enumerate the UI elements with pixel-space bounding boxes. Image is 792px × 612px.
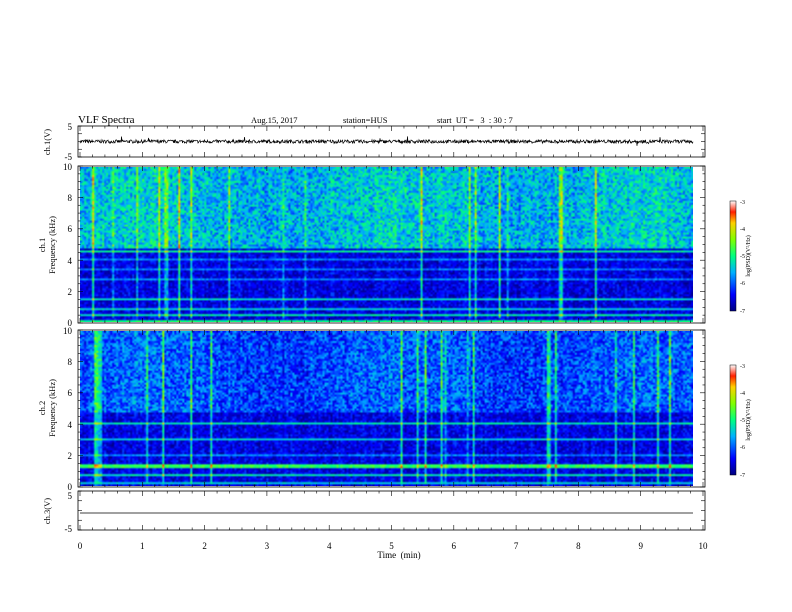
ch3-waveform-panel: 5 -5 ch.3(V) [42, 490, 706, 534]
s1-cb-tick-3: -3 [740, 200, 745, 206]
ch2-spectrogram-image [80, 331, 693, 486]
xtick-5: 5 [389, 541, 394, 551]
axis-tick-marks [78, 125, 705, 531]
ch3-ytick-top: 5 [68, 491, 73, 501]
date-label: Aug.15, 2017 [251, 115, 298, 125]
s1-ytick-0: 0 [68, 318, 73, 328]
ch1-ytick-top: 5 [68, 122, 73, 132]
s2-ytick-0: 0 [68, 482, 73, 492]
ch1-spectrogram-panel: 0 2 4 6 8 10 ch.1 Frequency (kHz) -3 -4 … [37, 162, 752, 328]
xtick-9: 9 [638, 541, 643, 551]
s1-cb-tick-7: -7 [740, 309, 745, 315]
station-label: station=HUS [343, 115, 388, 125]
s2-cb-tick-7: -7 [740, 473, 745, 479]
x-axis-tick-labels: 0 1 2 3 4 5 6 7 8 9 10 [78, 541, 708, 551]
xtick-3: 3 [265, 541, 270, 551]
ch2-spectrogram-panel: 0 2 4 6 8 10 ch.2 Frequency (kHz) -3 -4 … [37, 326, 752, 492]
s2-cb-tick-4: -4 [740, 391, 745, 397]
s2-ytick-8: 8 [68, 357, 73, 367]
x-axis-label: Time (min) [377, 550, 420, 560]
ch1-waveform-panel: 5 -5 ch.1(V) [42, 122, 706, 162]
s1-colorbar [729, 200, 737, 312]
ch1-ytick-bottom: -5 [65, 152, 73, 162]
ch1-spectrogram-image [80, 167, 693, 322]
s1-ytick-6: 6 [68, 224, 73, 234]
xtick-1: 1 [140, 541, 145, 551]
s1-ylabel-channel: ch.1 [37, 238, 47, 252]
s1-ytick-10: 10 [63, 162, 73, 172]
s1-ytick-8: 8 [68, 193, 73, 203]
xtick-7: 7 [514, 541, 519, 551]
s2-cb-tick-6: -6 [740, 445, 745, 451]
s2-colorbar-label: log(PSD)(V²/Hz) [745, 399, 752, 440]
s2-ytick-10: 10 [63, 326, 73, 336]
s2-ylabel-channel: ch.2 [37, 401, 47, 415]
s1-ylabel-frequency: Frequency (kHz) [47, 216, 57, 274]
xtick-4: 4 [327, 541, 332, 551]
s2-ytick-4: 4 [68, 420, 73, 430]
xtick-2: 2 [202, 541, 207, 551]
ch3-waveform-frame [77, 490, 706, 531]
xtick-6: 6 [452, 541, 457, 551]
s2-ytick-2: 2 [68, 451, 73, 461]
start-time-label: start UT = 3 : 30 : 7 [437, 115, 513, 125]
s1-cb-tick-6: -6 [740, 281, 745, 287]
s2-cb-tick-5: -5 [740, 418, 745, 424]
s2-cb-tick-3: -3 [740, 364, 745, 370]
xtick-10: 10 [699, 541, 709, 551]
s1-cb-tick-5: -5 [740, 254, 745, 260]
s1-cb-tick-4: -4 [740, 227, 745, 233]
s1-ytick-4: 4 [68, 256, 73, 266]
xtick-8: 8 [576, 541, 581, 551]
ch1-waveform-line [79, 136, 694, 146]
ch3-ytick-bottom: -5 [65, 524, 73, 534]
s1-colorbar-label: log(PSD)(V²/Hz) [745, 235, 752, 276]
xtick-0: 0 [78, 541, 83, 551]
ch3-ylabel: ch.3(V) [42, 498, 52, 524]
s2-ytick-6: 6 [68, 388, 73, 398]
s2-colorbar [729, 364, 737, 476]
s1-ytick-2: 2 [68, 287, 73, 297]
s2-ylabel-frequency: Frequency (kHz) [47, 379, 57, 437]
figure-title: VLF Spectra [78, 114, 135, 126]
ch1-ylabel: ch.1(V) [42, 129, 52, 155]
